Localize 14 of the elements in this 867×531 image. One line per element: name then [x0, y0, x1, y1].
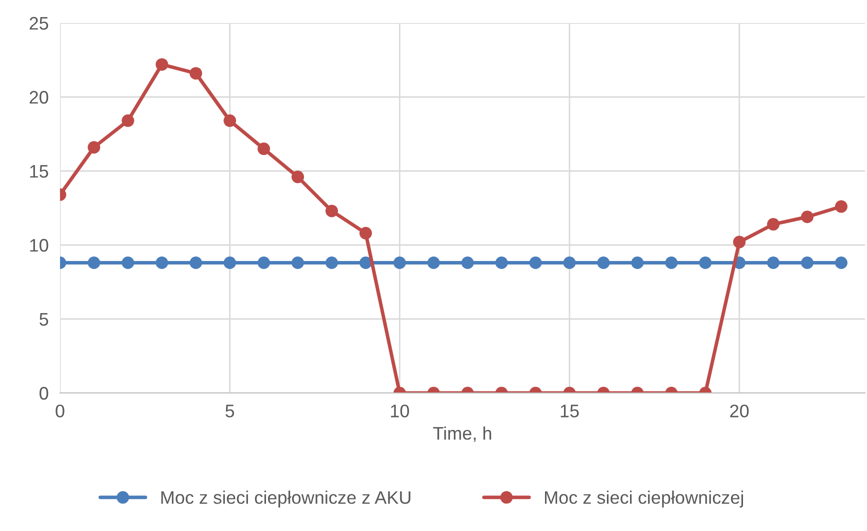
y-tick-label: 0 — [40, 386, 48, 400]
x-tick-label: 5 — [226, 404, 234, 418]
y-tick-label: 10 — [30, 238, 48, 252]
y-tick-label: 15 — [30, 165, 48, 178]
x-axis-title: Time, h — [433, 426, 492, 442]
x-tick-label: 0 — [56, 404, 64, 418]
y-tick-label: 25 — [30, 16, 48, 30]
y-tick-label: 5 — [40, 313, 48, 326]
x-tick-label: 20 — [730, 404, 749, 418]
legend-label: Moc z sieci ciepłowniczej — [545, 490, 744, 508]
legend-label: Moc z sieci ciepłownicze z AKU — [161, 490, 410, 508]
x-tick-label: 10 — [391, 404, 409, 418]
x-tick-label: 15 — [560, 404, 579, 418]
y-tick-label: 20 — [30, 90, 48, 104]
